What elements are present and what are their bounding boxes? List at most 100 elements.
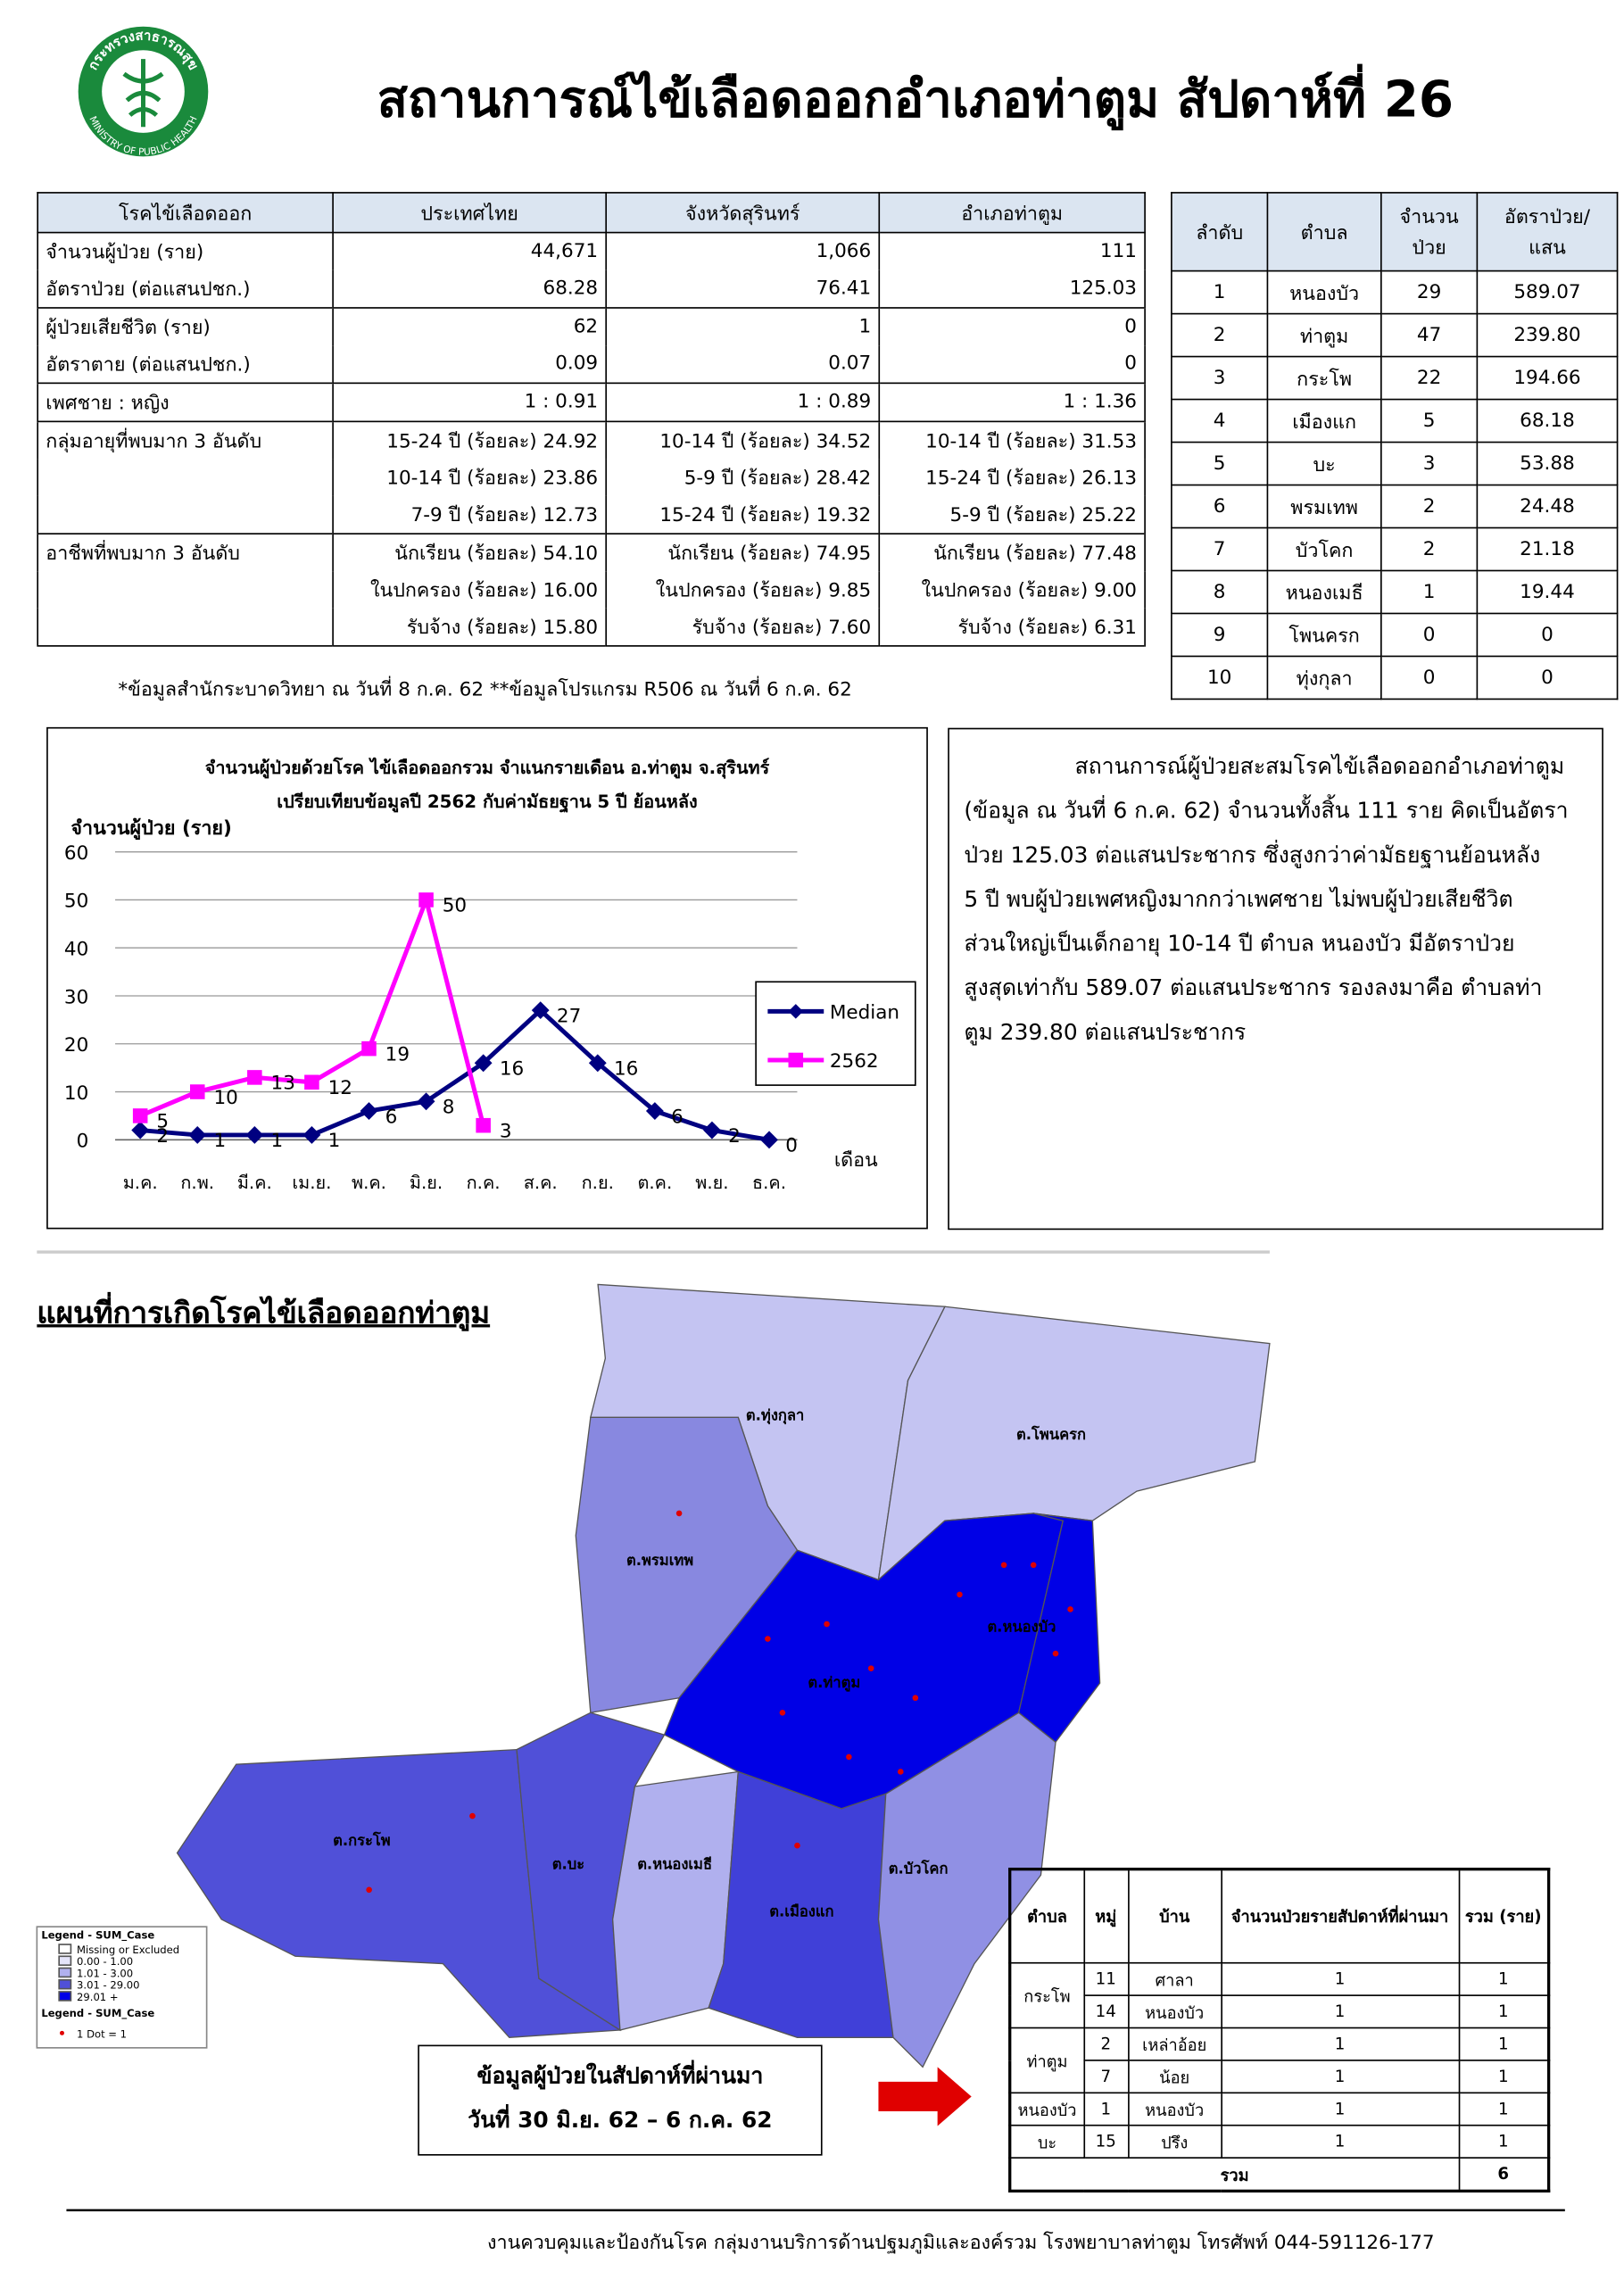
row: 3 กระโพ 22 194.66 [1171, 355, 1619, 401]
cell: 4 [1171, 398, 1269, 443]
row: 10 ทุ่งกุลา 0 0 [1171, 655, 1619, 700]
cell: 19.44 [1476, 569, 1619, 615]
cell: บะ [1266, 441, 1382, 486]
cell: 11 [1082, 1961, 1129, 1996]
data-label: 8 [443, 1097, 455, 1119]
cell: เมืองแก [1266, 398, 1382, 443]
row-label [37, 608, 334, 646]
data-label: 3 [500, 1120, 512, 1142]
header-row: ตำบล หมู่ บ้าน จำนวนป่วยรายสัปดาห์ที่ผ่านมา… [1008, 1868, 1550, 1964]
cell: 22 [1380, 355, 1479, 401]
cell: 5-9 ปี (ร้อยละ) 28.42 [605, 459, 881, 496]
cell: 5 [1380, 398, 1479, 443]
marker [418, 892, 434, 908]
y-tick-label: 10 [64, 1082, 88, 1105]
map-labels: ต.ทุ่งกุลา ต.โพนครก ต.พรมเทพ ต.ท่าตูม ต.… [333, 1407, 1086, 1920]
chart-title: จำนวนผู้ป่วยด้วยโรค ไข้เลือดออกรวม จำแนก… [205, 757, 770, 780]
x-tick-label: พ.ย. [695, 1173, 728, 1193]
map-label: ต.พรมเทพ [626, 1552, 693, 1569]
row-label [37, 459, 334, 496]
header-row: ลำดับ ตำบล จำนวน ป่วย อัตราป่วย/แสน [1171, 192, 1619, 272]
x-tick-label: เม.ย. [292, 1173, 331, 1193]
marker [188, 1126, 207, 1144]
row: กระโพ 11 ศาลา 1 1 [1008, 1961, 1550, 2029]
cell: 0.07 [605, 345, 881, 384]
map-label: ต.หนองบัว [987, 1618, 1056, 1635]
legend-class: Missing or Excluded [77, 1944, 179, 1956]
header-cell: จังหวัดสุรินทร์ [605, 192, 881, 234]
data-label: 1 [328, 1130, 341, 1152]
cell: 3 [1171, 355, 1269, 401]
cell: ในปกครอง (ร้อยละ) 9.00 [878, 571, 1146, 609]
cell: 1 : 1.36 [878, 382, 1146, 422]
cell: 1,066 [605, 231, 881, 270]
cell: รับจ้าง (ร้อยละ) 7.60 [605, 608, 881, 646]
row: 5 บะ 3 53.88 [1171, 441, 1619, 486]
cell: 10-14 ปี (ร้อยละ) 31.53 [878, 420, 1146, 460]
cell: 10-14 ปี (ร้อยละ) 23.86 [332, 459, 608, 496]
row: 1 หนองบัว 29 589.07 [1171, 269, 1619, 315]
x-tick-label: ม.ค. [123, 1173, 158, 1193]
y-tick-label: 40 [64, 938, 88, 960]
region-bua-khok [877, 1712, 1056, 2068]
row-label [37, 495, 334, 535]
map-label: ต.โพนครก [1016, 1425, 1086, 1443]
map-title: แผนที่การเกิดโรคไข้เลือดออกท่าตูม [37, 1295, 491, 1330]
footer: งานควบคุมและป้องกันโรค กลุ่มงานบริการด้า… [487, 2232, 1435, 2255]
tambon: บะ [1008, 2124, 1085, 2159]
cell: ทุ่งกุลา [1266, 655, 1382, 700]
total: 6 [1457, 2157, 1550, 2192]
legend-title: Legend - SUM_Case [41, 2007, 154, 2020]
header-cell: ลำดับ [1171, 192, 1269, 272]
cell: 1 [1220, 2027, 1460, 2061]
row: 10-14 ปี (ร้อยละ) 23.86 5-9 ปี (ร้อยละ) 2… [37, 459, 1146, 496]
x-axis-label: เดือน [834, 1149, 878, 1172]
week-table: ตำบล หมู่ บ้าน จำนวนป่วยรายสัปดาห์ที่ผ่านมา… [1008, 1868, 1551, 2193]
row: เพศชาย : หญิง 1 : 0.91 1 : 0.89 1 : 1.36 [37, 382, 1146, 422]
logo: กระทรวงสาธารณสุข MINISTRY OF PUBLIC HEAL… [78, 26, 209, 158]
cell: 1 [1220, 2092, 1460, 2126]
cell: โพนครก [1266, 612, 1382, 658]
tambon: กระโพ [1008, 1961, 1085, 2029]
cell: 0 [878, 345, 1146, 384]
row: ท่าตูม 2 เหล่าอ้อย 1 1 [1008, 2027, 1550, 2094]
row: หนองบัว 1 หนองบัว 1 1 [1008, 2092, 1550, 2126]
marker [360, 1102, 378, 1120]
x-tick-label: ก.พ. [180, 1173, 214, 1193]
cell: 8 [1171, 569, 1269, 615]
cell: บัวโคก [1266, 526, 1382, 572]
row: 6 พรมเทพ 2 24.48 [1171, 484, 1619, 529]
header-cell: หมู่ [1082, 1868, 1129, 1964]
row: บะ 15 ปรึง 1 1 [1008, 2124, 1550, 2159]
text-line: ตูม 239.80 ต่อแสนประชากร [964, 1018, 1247, 1046]
cell: 53.88 [1476, 441, 1619, 486]
cell: กระโพ [1266, 355, 1382, 401]
cell: 0 [1380, 655, 1479, 700]
row: อาชีพที่พบมาก 3 อันดับ นักเรียน (ร้อยละ) … [37, 533, 1146, 572]
y-tick-label: 0 [77, 1131, 89, 1153]
cell: 10-14 ปี (ร้อยละ) 34.52 [605, 420, 881, 460]
x-tick-label: ก.ค. [467, 1173, 501, 1193]
row: 7 บัวโคก 2 21.18 [1171, 526, 1619, 572]
cell: 1 [605, 307, 881, 346]
cell: 15-24 ปี (ร้อยละ) 24.92 [332, 420, 608, 460]
chart: จำนวนผู้ป่วยด้วยโรค ไข้เลือดออกรวม จำแนก… [64, 757, 916, 1193]
cell: 5-9 ปี (ร้อยละ) 25.22 [878, 495, 1146, 535]
data-label: 6 [385, 1106, 398, 1128]
cell: 2 [1380, 484, 1479, 529]
row-label: จำนวนผู้ป่วย (ราย) [37, 231, 334, 270]
legend-label: 2562 [830, 1050, 879, 1073]
cell: 1 [1220, 2124, 1460, 2159]
data-label: 2 [156, 1125, 169, 1148]
cell: 14 [1082, 1994, 1129, 2029]
row: 2 ท่าตูม 47 239.80 [1171, 312, 1619, 358]
cell: น้อย [1127, 2060, 1222, 2094]
total-label: รวม [1008, 2157, 1460, 2192]
cell: 0 [878, 307, 1146, 346]
chart-frame [46, 726, 928, 1230]
row-label: กลุ่มอายุที่พบมาก 3 อันดับ [37, 420, 334, 460]
x-tick-label: ส.ค. [524, 1173, 558, 1193]
row: 7 น้อย 1 1 [1010, 2060, 1550, 2094]
